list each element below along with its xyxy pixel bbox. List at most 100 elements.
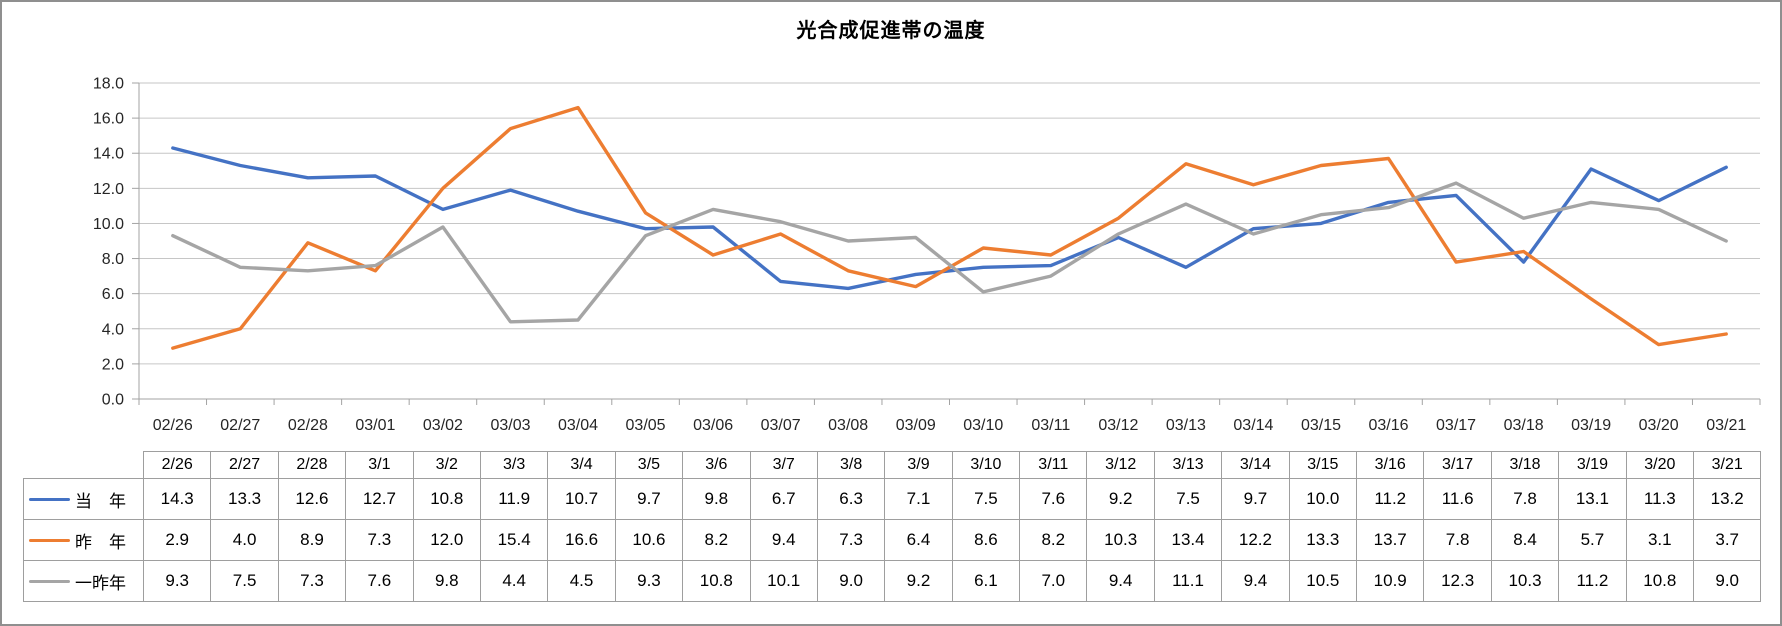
table-header-date: 3/2 [412,451,481,479]
table-header-date: 3/9 [884,451,953,479]
table-cell: 11.3 [1625,478,1694,520]
x-axis-tick-label: 03/03 [490,417,530,434]
table-header-date: 3/1 [345,451,414,479]
table-cell: 4.4 [479,560,549,602]
legend-line-icon [29,497,70,501]
table-header-date: 2/27 [210,451,279,479]
table-cell: 12.6 [277,478,347,520]
table-row-last-year: 昨 年 2.9 4.0 8.9 7.3 12.0 15.4 16.6 10.6 8.2 9.4 7.3… [23,519,1762,561]
table-cell: 7.8 [1423,519,1492,561]
table-cell: 11.6 [1423,478,1492,520]
table-cell: 8.9 [277,519,347,561]
x-axis-tick-label: 02/28 [288,417,328,434]
table-cell: 9.0 [1692,560,1762,602]
table-header-date: 3/8 [816,451,886,479]
table-cell: 7.5 [210,560,279,602]
table-cell: 10.5 [1288,560,1358,602]
legend-label: 昨 年 [75,532,126,552]
table-header-date: 3/14 [1221,451,1290,479]
x-axis-tick-label: 03/14 [1233,417,1273,434]
table-cell: 9.4 [1086,560,1155,602]
x-axis-tick-label: 03/21 [1706,417,1746,434]
x-axis-tick-label: 03/05 [626,417,666,434]
legend-line-icon [29,538,70,542]
table-cell: 6.1 [951,560,1021,602]
table-cell: 15.4 [479,519,549,561]
x-axis-tick-label: 03/11 [1031,417,1070,434]
table-header-date: 3/15 [1288,451,1358,479]
table-cell: 7.3 [345,519,414,561]
table-cell: 3.1 [1625,519,1694,561]
table-cell: 9.0 [816,560,886,602]
table-cell: 10.3 [1086,519,1155,561]
y-axis-tick-label: 14.0 [93,146,124,163]
y-axis-tick-label: 0.0 [102,392,124,409]
table-cell: 7.5 [1153,478,1223,520]
table-cell: 13.7 [1356,519,1425,561]
table-cell: 6.3 [816,478,886,520]
table-cell: 10.9 [1356,560,1425,602]
x-axis-tick-label: 03/17 [1436,417,1476,434]
table-header-date: 3/7 [749,451,818,479]
table-cell: 3.7 [1692,519,1762,561]
y-axis-tick-label: 10.0 [93,216,124,233]
table-cell: 12.7 [345,478,414,520]
x-axis-tick-label: 03/04 [558,417,598,434]
x-axis-tick-label: 03/19 [1571,417,1611,434]
table-header-date: 3/16 [1356,451,1425,479]
table-cell: 4.0 [210,519,279,561]
y-axis-tick-label: 8.0 [102,251,124,268]
y-axis-tick-label: 4.0 [102,321,124,338]
x-axis-tick-label: 03/12 [1098,417,1138,434]
table-cell: 10.3 [1490,560,1560,602]
table-cell: 9.4 [1221,560,1290,602]
table-cell: 14.3 [142,478,212,520]
y-axis-tick-label: 6.0 [102,286,124,303]
table-header-date: 3/5 [614,451,684,479]
table-cell: 16.6 [547,519,616,561]
table-cell: 7.1 [884,478,953,520]
x-axis-tick-label: 03/01 [355,417,395,434]
table-cell: 10.8 [1625,560,1694,602]
x-axis-tick-label: 03/20 [1639,417,1679,434]
table-cell: 10.6 [614,519,684,561]
table-cell: 9.7 [614,478,684,520]
table-cell: 9.4 [749,519,818,561]
legend-cell-this-year: 当 年 [23,478,144,520]
table-header-date: 3/13 [1153,451,1223,479]
table-cell: 12.2 [1221,519,1290,561]
table-cell: 8.4 [1490,519,1560,561]
table-cell: 10.8 [412,478,481,520]
legend-cell-last-year: 昨 年 [23,519,144,561]
table-cell: 8.2 [1019,519,1088,561]
table-header-row: 2/26 2/27 2/28 3/1 3/2 3/3 3/4 3/5 3/6 3/7 3/8 3/9 3… [24,451,1762,479]
table-header-date: 3/6 [682,451,751,479]
series-line-last-year [171,105,1728,350]
x-axis-tick-label: 03/09 [896,417,936,434]
x-axis-tick-label: 03/15 [1301,417,1341,434]
table-cell: 7.6 [1019,478,1088,520]
x-axis-tick-label: 03/16 [1368,417,1408,434]
table-cell: 8.2 [682,519,751,561]
table-header-date: 3/11 [1019,451,1088,479]
table-header-date: 2/26 [142,451,212,479]
x-axis-tick-label: 03/07 [761,417,801,434]
x-axis-tick-label: 03/10 [963,417,1003,434]
table-cell: 10.7 [547,478,616,520]
table-cell: 7.6 [345,560,414,602]
x-axis-tick-label: 03/18 [1504,417,1544,434]
table-cell: 9.2 [884,560,953,602]
x-axis-tick-label: 03/13 [1166,417,1206,434]
x-axis-tick-label: 03/06 [693,417,733,434]
y-axis-tick-label: 2.0 [102,356,124,373]
table-cell: 10.1 [749,560,818,602]
table-row-year-before-last: 一昨年 9.3 7.5 7.3 7.6 9.8 4.4 4.5 9.3 10.8 10.1 9.0 9.… [23,560,1762,602]
series-line-year-before-last [171,181,1728,324]
table-cell: 9.8 [682,478,751,520]
table-row-this-year: 当 年 14.3 13.3 12.6 12.7 10.8 11.9 10.7 9.7 9.8 6.7… [23,478,1762,520]
table-cell: 7.3 [816,519,886,561]
table-cell: 9.2 [1086,478,1155,520]
table-header-date: 3/21 [1692,451,1762,479]
table-cell: 6.7 [749,478,818,520]
